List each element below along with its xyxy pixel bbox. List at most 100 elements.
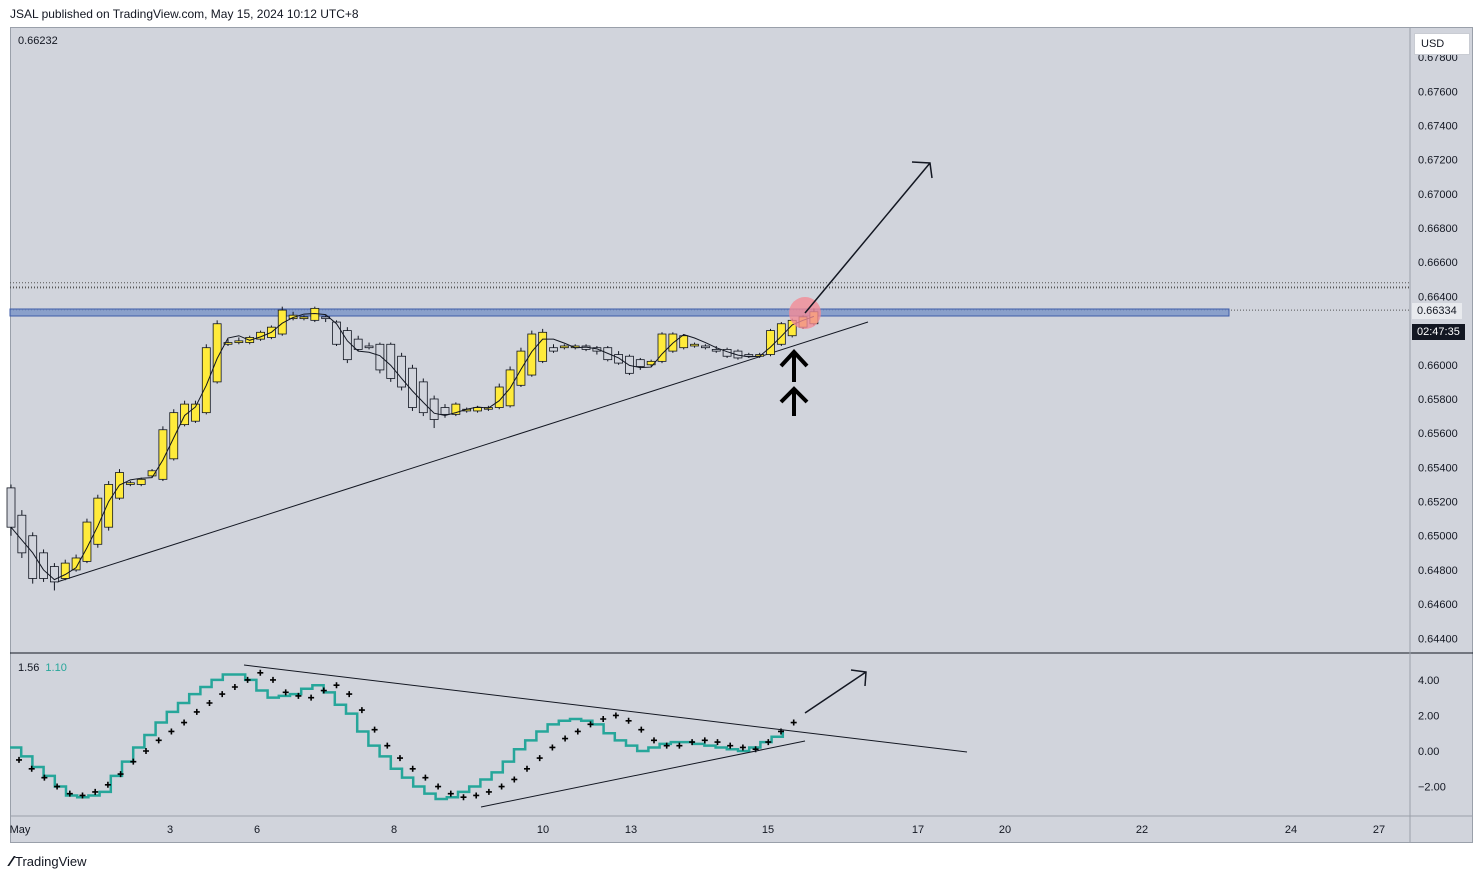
time-axis-tick-label: 15 [762,824,774,836]
candle-body [342,330,352,361]
indicator-cross-marker [625,717,632,724]
indicator-cross-marker [219,691,226,698]
indicator-cross-marker [524,765,530,772]
indicator-cross-marker [333,682,340,689]
indicator-cross-marker [104,781,111,788]
indicator-cross-marker [447,790,454,797]
candle-body [397,355,407,388]
price-pane-value: 0.66232 [18,35,58,47]
candle-body [679,335,689,349]
candle-body [440,407,450,415]
candle-body [310,307,320,321]
indicator-cross-marker [714,739,721,746]
publisher-caption: JSAL published on TradingView.com, May 1… [10,7,359,21]
indicator-cross-marker [130,758,137,765]
resistance-zone [9,308,1230,317]
indicator-cross-marker [485,788,492,795]
candle-body [744,354,754,357]
candle-body [169,412,179,460]
candle-body [158,429,168,480]
indicator-cross-marker [473,792,480,799]
candle-body [614,354,623,364]
candle-body [711,349,721,352]
indicator-descending-trendline [243,664,968,753]
candle-body [332,321,341,345]
candle-body [125,482,135,485]
price-axis-tick-label: 0.66600 [1418,257,1458,269]
price-axis-tick-label: 0.66400 [1418,291,1458,303]
indicator-cross-marker [117,771,124,778]
indicator-cross-marker [181,719,188,726]
candle-body [50,566,59,583]
indicator-cross-marker [168,728,175,735]
indicator-cross-marker [536,755,543,762]
candle-body [201,347,211,414]
price-axis-tick-label: 0.64800 [1418,565,1458,577]
tradingview-logo-icon: ⁄⁄ [10,853,13,870]
indicator-cross-marker [498,783,505,790]
time-axis-tick-label: 10 [537,824,549,836]
price-axis-tick-label: 0.67000 [1418,189,1458,201]
currency-button[interactable]: USD [1414,33,1470,55]
candle-body [766,330,775,355]
indicator-cross-marker [231,684,238,690]
indicator-cross-marker [155,737,162,744]
indicator-cross-marker [676,742,683,749]
candle-body [82,521,92,562]
candle-body [277,309,287,335]
indicator-cross-marker [193,708,200,715]
chart-frame[interactable] [10,27,1473,843]
time-axis-tick-label: 8 [391,824,397,836]
price-axis-tick-label: 0.65400 [1418,462,1458,474]
indicator-cross-marker [435,783,442,790]
price-axis-tick-label: 0.67800 [1418,52,1458,64]
candle-body [408,367,417,408]
indicator-cross-marker [739,744,746,751]
candle-body [353,338,363,350]
candle-body [180,403,190,426]
indicator-cross-marker [295,692,302,699]
candle-body [234,340,244,343]
candle-body [538,331,548,362]
indicator-axis-tick-label: 4.00 [1418,675,1439,687]
time-axis-tick-label: 6 [254,824,260,836]
indicator-cross-marker [371,726,378,733]
candle-body [364,345,374,349]
indicator-axis-tick-label: 0.00 [1418,746,1439,758]
indicator-cross-marker [206,700,213,706]
footer-brand[interactable]: ⁄⁄ TradingView [10,853,87,870]
candle-body [93,497,103,545]
indicator-cross-marker [270,676,276,683]
time-axis-tick-label: 17 [912,824,924,836]
indicator-cross-marker [257,669,264,676]
candle-body [635,359,645,367]
indicator-values: 1.56 1.10 [18,662,67,674]
candle-body [375,343,385,371]
candle-body [104,484,114,528]
candle-body [28,535,38,579]
time-axis-tick-label: 20 [999,824,1011,836]
indicator-cross-marker [651,737,657,744]
indicator-cross-marker [409,765,416,772]
time-axis-tick-label: 13 [625,824,637,836]
indicator-cross-marker [790,719,797,726]
indicator-cross-marker [587,721,594,728]
moving-average-line [10,312,815,581]
candle-body [386,343,396,379]
indicator-axis-tick-label: 2.00 [1418,710,1439,722]
indicator-cross-marker [54,783,61,790]
candle-body [60,562,70,579]
indicator-cross-marker [16,756,22,763]
candle-body [288,314,298,320]
indicator-cross-marker [41,774,48,781]
price-axis-tick-label: 0.67400 [1418,120,1458,132]
indicator-cross-marker [79,792,86,799]
target-arrow-line [804,162,931,314]
indicator-cross-marker [422,774,429,781]
candle-body [516,350,526,386]
indicator-value-1: 1.56 [18,662,40,674]
indicator-value-2: 1.10 [45,662,67,674]
candle-body [451,403,461,415]
candle-body [71,557,81,571]
